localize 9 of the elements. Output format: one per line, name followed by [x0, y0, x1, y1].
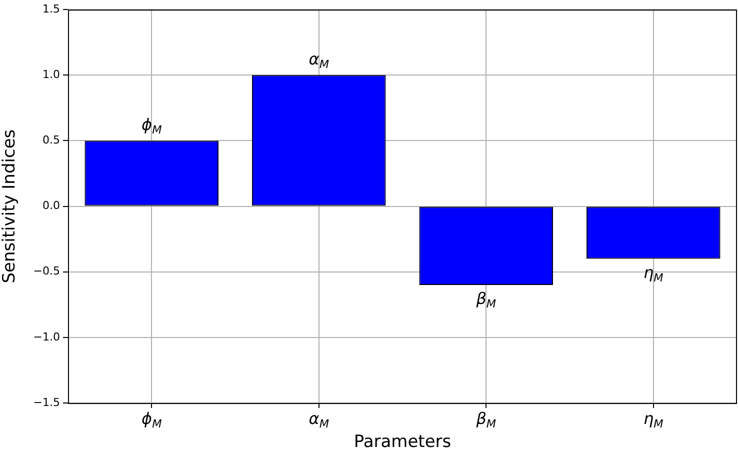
y-tick-label: 0.5	[42, 134, 60, 147]
x-axis-title: Parameters	[354, 432, 452, 452]
y-tick-label: −1.5	[33, 396, 60, 409]
y-tick-label: −0.5	[33, 264, 60, 278]
y-axis-title: Sensitivity Indices	[0, 129, 20, 284]
y-tick-label: 0.0	[42, 199, 60, 212]
y-tick-label: 1.0	[42, 68, 60, 82]
y-tick-label: −1.0	[33, 330, 60, 344]
y-tick-label: 1.5	[42, 2, 60, 16]
